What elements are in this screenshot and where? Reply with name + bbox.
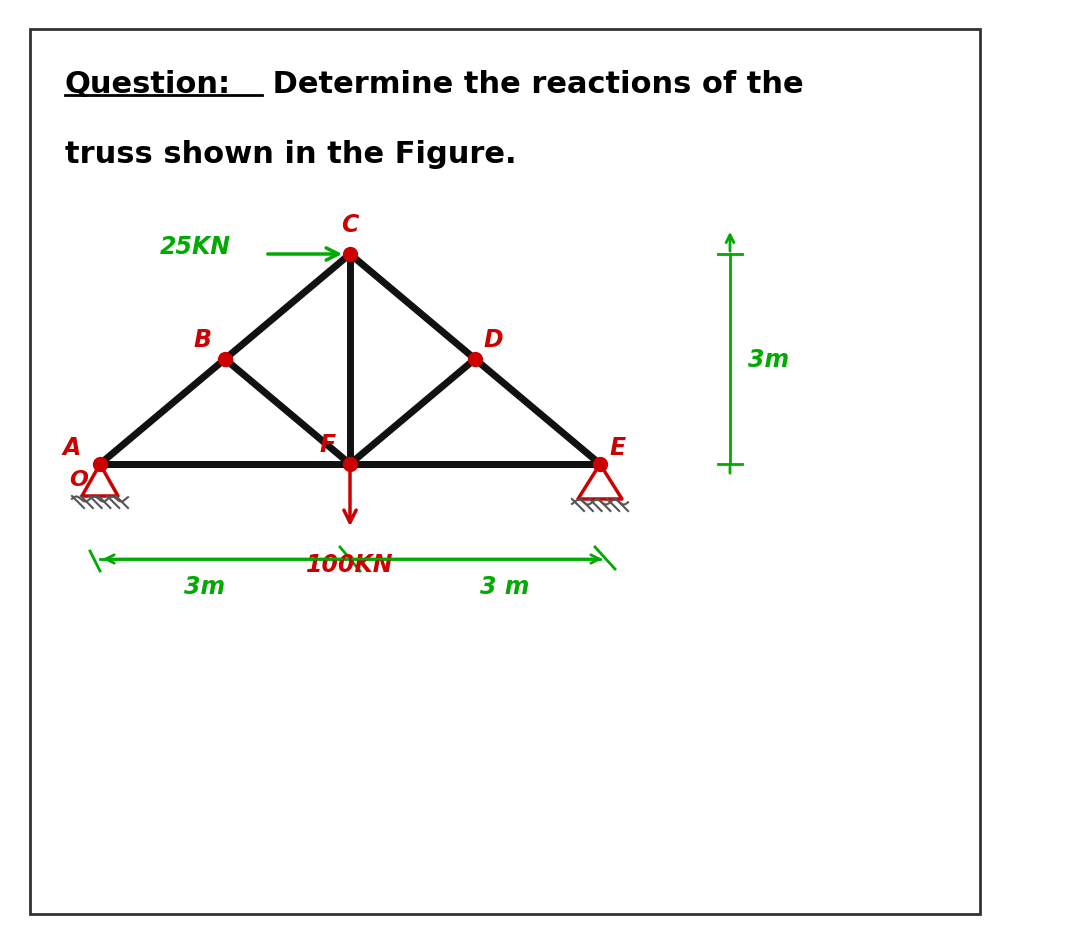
Text: 3m: 3m bbox=[748, 347, 789, 372]
Text: D: D bbox=[483, 328, 503, 351]
FancyBboxPatch shape bbox=[30, 30, 980, 914]
Text: Determine the reactions of the: Determine the reactions of the bbox=[262, 70, 804, 99]
Text: E: E bbox=[610, 435, 626, 460]
Text: 3 m: 3 m bbox=[481, 574, 529, 598]
Text: F: F bbox=[320, 432, 336, 457]
Text: 100KN: 100KN bbox=[307, 552, 394, 577]
Text: 3m: 3m bbox=[185, 574, 226, 598]
Text: C: C bbox=[341, 212, 359, 237]
Text: 25KN: 25KN bbox=[160, 235, 230, 259]
Text: B: B bbox=[194, 328, 212, 351]
Text: O: O bbox=[69, 469, 87, 490]
Text: A: A bbox=[63, 435, 81, 460]
Text: truss shown in the Figure.: truss shown in the Figure. bbox=[65, 140, 516, 169]
Text: Question:: Question: bbox=[65, 70, 231, 99]
